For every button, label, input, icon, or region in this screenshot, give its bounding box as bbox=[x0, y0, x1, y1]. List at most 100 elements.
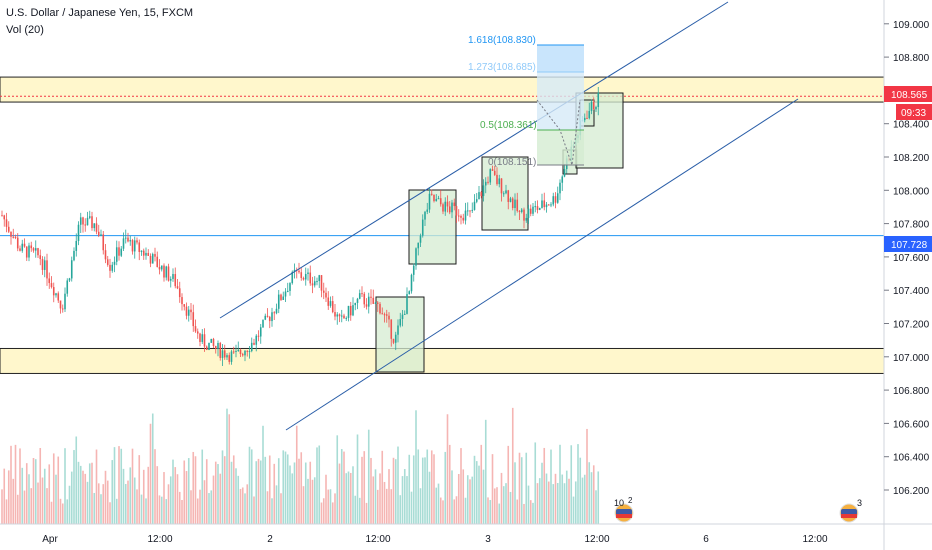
volume-bar bbox=[311, 479, 314, 524]
volume-bar bbox=[241, 487, 244, 524]
candle-body bbox=[111, 264, 114, 271]
candle-body bbox=[347, 305, 350, 318]
volume-bar bbox=[48, 464, 51, 524]
candle-body bbox=[142, 250, 145, 256]
candle-body bbox=[437, 198, 440, 200]
volume-bar bbox=[183, 460, 186, 524]
volume-bar bbox=[370, 457, 372, 524]
volume-bar bbox=[415, 410, 417, 524]
volume-bar bbox=[262, 425, 264, 524]
volume-bar bbox=[115, 498, 118, 524]
candle-body bbox=[363, 293, 366, 305]
volume-bar bbox=[354, 495, 357, 524]
volume-bar bbox=[52, 453, 55, 524]
volume-bar bbox=[448, 444, 451, 524]
volume-bar bbox=[536, 483, 539, 524]
candle-body bbox=[167, 266, 170, 281]
volume-bar bbox=[318, 445, 321, 524]
candle-body bbox=[552, 196, 555, 205]
volume-bar bbox=[588, 462, 591, 524]
x-tick-2: 2 bbox=[267, 534, 273, 545]
volume-bar bbox=[426, 449, 429, 524]
consolidation-box bbox=[375, 296, 425, 373]
last-price-badge bbox=[884, 86, 932, 102]
volume-bar bbox=[363, 451, 366, 524]
volume-bar bbox=[592, 465, 595, 524]
candle-body bbox=[52, 287, 55, 296]
candle-body bbox=[424, 211, 426, 220]
candle-body bbox=[379, 303, 381, 314]
volume-bar bbox=[158, 495, 161, 524]
volume-bar bbox=[372, 476, 375, 524]
candle-body bbox=[322, 290, 325, 293]
candle-body bbox=[210, 338, 213, 343]
volume-indicator-label[interactable]: Vol (20) bbox=[6, 24, 44, 36]
candle-body bbox=[160, 265, 163, 270]
volume-bar bbox=[21, 467, 24, 524]
y-tick-label: 108.400 bbox=[893, 120, 930, 131]
channel-upper-line bbox=[219, 1, 729, 319]
volume-bar bbox=[93, 492, 96, 524]
candle-body bbox=[122, 238, 125, 249]
candle-body bbox=[338, 314, 341, 317]
us-flag-event-icon[interactable]: 10 2 bbox=[614, 496, 634, 523]
candle-body bbox=[455, 206, 458, 216]
volume-bar bbox=[293, 462, 296, 524]
candle-body bbox=[478, 192, 480, 200]
volume-bar bbox=[181, 499, 183, 524]
volume-bar bbox=[430, 450, 433, 524]
candle-body bbox=[286, 290, 289, 292]
volume-bar bbox=[399, 495, 402, 524]
volume-bar bbox=[160, 496, 163, 524]
volume-bar bbox=[266, 491, 269, 524]
candle-body bbox=[250, 342, 253, 352]
volume-bar bbox=[464, 497, 467, 524]
volume-bar bbox=[221, 450, 224, 524]
volume-bar bbox=[3, 468, 6, 524]
volume-bar bbox=[439, 497, 442, 524]
candle-body bbox=[156, 256, 159, 267]
candle-body bbox=[374, 302, 377, 304]
candle-body bbox=[446, 201, 449, 207]
volume-bar bbox=[1, 489, 3, 524]
candle-body bbox=[178, 288, 181, 298]
candle-body bbox=[7, 226, 10, 232]
support-resistance-zones bbox=[0, 76, 885, 374]
candle-body bbox=[226, 355, 228, 358]
volume-bar bbox=[345, 473, 348, 524]
volume-bar bbox=[388, 469, 390, 524]
volume-bar bbox=[127, 480, 129, 524]
candle-body bbox=[392, 338, 395, 343]
candle-body bbox=[361, 293, 363, 295]
volume-bar bbox=[498, 503, 501, 524]
volume-bar bbox=[304, 462, 307, 524]
volume-bar bbox=[264, 456, 267, 524]
volume-bar bbox=[302, 486, 305, 524]
volume-bar bbox=[453, 499, 456, 524]
candle-body bbox=[194, 326, 197, 332]
volume-bar bbox=[520, 457, 523, 524]
candle-body bbox=[23, 243, 26, 247]
us-flag-event-icon-2[interactable]: 3 bbox=[839, 498, 862, 523]
candle-body bbox=[95, 223, 98, 232]
volume-bar bbox=[444, 451, 447, 524]
volume-bar bbox=[147, 466, 150, 524]
volume-bar bbox=[529, 500, 532, 524]
candle-body bbox=[556, 193, 559, 203]
candle-body bbox=[185, 306, 188, 316]
volume-bar bbox=[376, 489, 379, 524]
volume-bar bbox=[165, 499, 168, 524]
volume-bar bbox=[358, 497, 361, 524]
volume-bar bbox=[28, 474, 30, 524]
volume-bar bbox=[394, 459, 397, 524]
candle-body bbox=[151, 254, 154, 264]
economic-event-markers[interactable]: 10 2 3 bbox=[614, 496, 862, 523]
volume-bar bbox=[597, 471, 600, 524]
candle-body bbox=[169, 278, 172, 281]
volume-bar bbox=[595, 490, 597, 524]
candle-body bbox=[223, 350, 226, 358]
candle-body bbox=[496, 174, 498, 185]
candle-body bbox=[19, 248, 21, 251]
candle-body bbox=[385, 314, 388, 316]
